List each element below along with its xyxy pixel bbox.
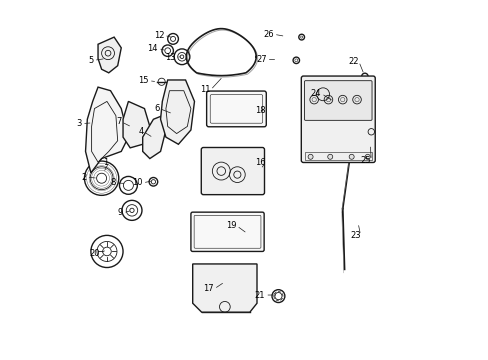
FancyBboxPatch shape: [206, 91, 266, 127]
FancyBboxPatch shape: [304, 81, 371, 120]
Text: 16: 16: [254, 158, 264, 167]
Text: 15: 15: [138, 76, 148, 85]
Polygon shape: [123, 102, 149, 148]
Text: 6: 6: [154, 104, 159, 113]
Text: 4: 4: [138, 127, 143, 136]
Text: 11: 11: [200, 85, 210, 94]
FancyBboxPatch shape: [201, 148, 264, 195]
FancyBboxPatch shape: [190, 212, 264, 251]
Text: 17: 17: [203, 284, 214, 293]
Circle shape: [361, 73, 367, 80]
Text: 21: 21: [254, 291, 264, 300]
Text: 27: 27: [256, 55, 266, 64]
Text: 9: 9: [118, 208, 123, 217]
Text: 26: 26: [263, 30, 273, 39]
Polygon shape: [85, 87, 128, 173]
Text: 2: 2: [81, 173, 86, 182]
Text: 22: 22: [347, 57, 358, 66]
Text: 8: 8: [110, 178, 116, 187]
Text: 19: 19: [225, 221, 236, 230]
Text: 25: 25: [360, 156, 370, 165]
Circle shape: [307, 154, 312, 159]
Text: 1: 1: [103, 158, 108, 167]
Text: 10: 10: [132, 178, 142, 187]
Text: 12: 12: [153, 31, 164, 40]
FancyBboxPatch shape: [301, 76, 374, 162]
Text: 14: 14: [147, 44, 158, 53]
Text: 3: 3: [77, 119, 82, 128]
Circle shape: [348, 154, 353, 159]
Polygon shape: [142, 116, 165, 158]
Polygon shape: [160, 80, 194, 144]
Text: 24: 24: [310, 89, 321, 98]
Text: 18: 18: [255, 106, 265, 115]
Polygon shape: [98, 37, 121, 73]
Text: 13: 13: [165, 53, 176, 62]
Text: 20: 20: [89, 249, 100, 258]
Text: 7: 7: [116, 117, 121, 126]
Text: 5: 5: [88, 56, 94, 65]
Circle shape: [327, 154, 332, 159]
Text: 23: 23: [349, 231, 360, 240]
Polygon shape: [192, 264, 257, 312]
Circle shape: [365, 154, 369, 159]
